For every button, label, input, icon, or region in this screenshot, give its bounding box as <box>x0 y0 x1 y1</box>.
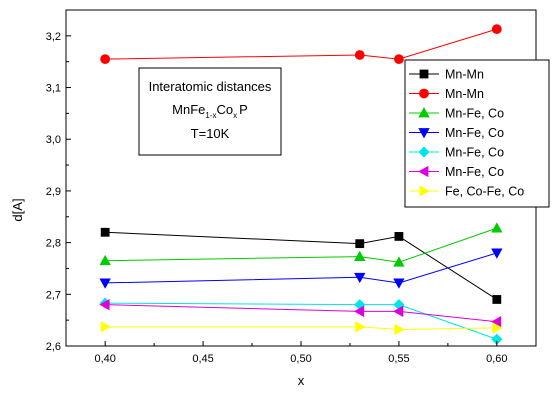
legend-entry: Mn-Fe, Co <box>409 146 504 160</box>
annotation-line-3: T=10K <box>191 126 230 141</box>
legend-label: Mn-Fe, Co <box>445 126 504 140</box>
x-tick-label: 0,55 <box>388 353 409 365</box>
x-tick-label: 0,50 <box>290 353 311 365</box>
legend-marker <box>418 128 430 139</box>
legend-label: Mn-Fe, Co <box>445 146 504 160</box>
data-point <box>491 24 502 35</box>
series-line <box>105 302 498 340</box>
data-point <box>393 305 404 318</box>
y-tick-label: 3,1 <box>46 83 61 95</box>
data-point <box>394 323 405 336</box>
legend-marker <box>418 165 429 178</box>
y-tick-label: 2,7 <box>46 289 61 301</box>
legend-label: Mn-Mn <box>445 68 484 82</box>
series-line <box>105 28 497 60</box>
data-point <box>394 232 404 241</box>
data-point <box>100 54 111 65</box>
data-point <box>354 50 365 60</box>
x-tick-label: 0,45 <box>192 353 213 365</box>
series-7 <box>100 321 503 336</box>
series-layer <box>99 24 503 345</box>
formula-main: MnFe <box>172 102 205 117</box>
legend-marker <box>418 146 430 158</box>
data-point <box>393 278 405 289</box>
data-point <box>99 298 110 311</box>
legend-label: Mn-Fe, Co <box>445 107 504 121</box>
legend: Mn-Mn Mn-Mn Mn-Fe, Co Mn-Fe, Co Mn-Fe, Co Mn-… <box>404 59 550 208</box>
legend-entry: Mn-Mn <box>409 87 484 101</box>
series-2 <box>100 24 502 65</box>
x-tick-label: 0,60 <box>486 353 507 365</box>
y-tick-label: 2,9 <box>46 186 61 198</box>
legend-entry: Mn-Fe, Co <box>409 107 504 121</box>
series-line <box>105 304 497 323</box>
data-point <box>492 322 503 334</box>
y-tick-label: 2,8 <box>46 238 61 250</box>
data-point <box>99 278 111 289</box>
annotation-box: Interatomic distances MnFe1-xCox P T=10K <box>138 67 282 156</box>
formula-mid: Co <box>217 102 234 117</box>
legend-entry: Mn-Fe, Co <box>409 165 504 179</box>
formula-sub-2: x <box>233 111 237 120</box>
data-point <box>355 239 365 249</box>
data-point <box>99 254 111 266</box>
data-point <box>354 250 366 261</box>
annotation-line-2: MnFe1-xCox P <box>172 102 248 120</box>
x-axis: 0,40 0,45 0,50 0,55 0,60 <box>94 341 508 365</box>
series-3 <box>99 222 503 267</box>
series-1 <box>100 227 502 304</box>
y-tick-label: 3,0 <box>46 134 61 146</box>
formula-sub-1: 1-x <box>205 111 216 120</box>
data-point <box>393 256 405 267</box>
data-point <box>394 54 404 65</box>
legend-entry: Mn-Fe, Co <box>409 126 504 140</box>
legend-frame <box>404 59 550 208</box>
legend-marker <box>419 69 429 79</box>
x-tick-label: 0,40 <box>94 353 115 365</box>
data-point <box>353 305 365 318</box>
data-point <box>100 321 111 333</box>
legend-marker <box>418 107 430 118</box>
legend-marker <box>419 88 429 99</box>
data-point <box>491 222 503 233</box>
series-line <box>105 326 497 330</box>
data-point <box>355 321 366 333</box>
series-line <box>105 227 497 263</box>
formula-end: P <box>239 102 248 117</box>
data-point <box>491 316 502 328</box>
series-5 <box>99 297 503 345</box>
series-6 <box>99 298 502 328</box>
y-tick-label: 2,6 <box>46 341 61 353</box>
data-point <box>492 295 502 304</box>
annotation-line-1: Interatomic distances <box>149 79 272 94</box>
legend-label: Mn-Mn <box>445 87 484 101</box>
data-point <box>491 248 503 259</box>
data-point <box>354 272 366 284</box>
y-axis-label: d[A] <box>10 198 25 221</box>
y-axis: 2,6 2,7 2,8 2,9 3,0 3,1 3,2 <box>46 31 71 353</box>
legend-marker <box>419 185 430 197</box>
legend-entry: Fe, Co-Fe, Co <box>409 185 524 199</box>
legend-label: Fe, Co-Fe, Co <box>445 185 524 199</box>
series-line <box>105 252 497 284</box>
series-4 <box>99 248 503 289</box>
legend-entry: Mn-Mn <box>409 68 484 82</box>
legend-label: Mn-Fe, Co <box>445 165 504 179</box>
series-line <box>105 231 498 300</box>
data-point <box>100 227 110 237</box>
y-tick-label: 3,2 <box>46 31 61 43</box>
x-axis-label: x <box>298 373 305 388</box>
